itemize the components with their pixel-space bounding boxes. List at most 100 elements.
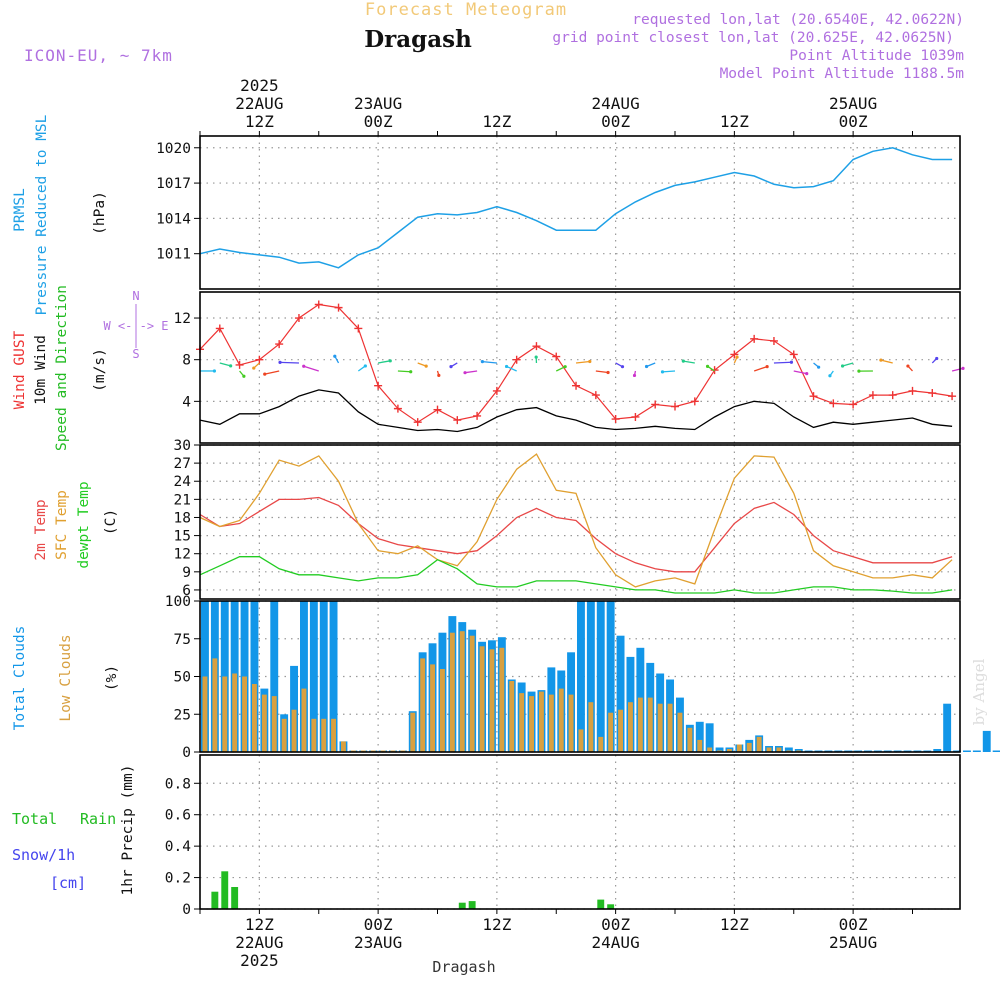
y-tick-label: 1014 <box>156 211 191 227</box>
y-tick-label: 4 <box>182 394 191 410</box>
label-prmsl: PRMSL <box>12 188 28 232</box>
pressure-line <box>199 147 953 269</box>
precip-bar <box>597 899 605 909</box>
cloud-low-bar <box>410 712 416 752</box>
wind-arrow <box>753 365 768 372</box>
cloud-low-bar <box>469 635 475 752</box>
label-cm: [cm] <box>50 874 86 892</box>
y-tick-label: 1011 <box>156 247 191 263</box>
wind-arrow <box>397 370 411 373</box>
gust-marker <box>572 381 581 390</box>
cloud-low-bar <box>529 696 534 752</box>
wind-arrow <box>880 359 893 364</box>
temp-sfc-line <box>199 453 953 588</box>
cloud-low-bar <box>598 736 604 752</box>
cloud-total-bar <box>784 747 793 752</box>
wind-arrow-head <box>534 355 538 359</box>
x-label-bottom: 25AUG <box>829 933 877 952</box>
y-tick-label: 0 <box>182 745 191 761</box>
chart-title: Dragash <box>364 26 472 53</box>
wind-arrow-head <box>229 364 233 368</box>
gust-marker <box>888 391 897 400</box>
label-percent: (%) <box>104 665 120 691</box>
wind-arrow <box>773 361 792 364</box>
panel-frame <box>199 444 961 600</box>
y-tick-label: 50 <box>174 670 191 686</box>
cloud-total-bar <box>992 750 1000 752</box>
cloud-low-bar <box>459 631 465 752</box>
y-tick-label: 25 <box>174 707 191 723</box>
x-label-bottom: 00Z <box>839 915 868 934</box>
wind-arrow-head <box>212 369 216 373</box>
cloud-low-bar <box>301 688 307 752</box>
label-speed-direction: Speed and Direction <box>54 285 70 451</box>
model-label: ICON-EU, ~ 7km <box>24 46 173 65</box>
gust-marker <box>374 381 383 390</box>
cloud-low-bar <box>766 747 772 752</box>
label-10m-wind: 10m Wind <box>33 335 49 405</box>
axes-layer: 1011 1014 1017 1020 4 8 12 6 9 12 15 18 21 24 27 30 0 25 5… <box>156 76 913 970</box>
wind-arrow-head <box>660 370 665 374</box>
y-tick-label: 6 <box>182 583 191 599</box>
wind-arrow-head <box>879 358 883 362</box>
x-label-top: 2025 <box>240 76 279 95</box>
gust-marker <box>393 404 402 413</box>
wind-arrow <box>683 360 695 364</box>
gust-marker <box>591 391 600 400</box>
wind-arrow <box>662 370 676 373</box>
gust-marker <box>789 350 798 359</box>
label-snow-1h: Snow/1h <box>12 846 75 864</box>
wind-arrow <box>482 360 497 364</box>
x-label-top: 12Z <box>482 112 511 131</box>
wind-arrow-head <box>424 364 428 368</box>
cloud-low-bar <box>618 709 623 752</box>
cloud-low-bar <box>727 749 732 752</box>
y-tick-label: 75 <box>174 632 191 648</box>
gust-marker <box>255 355 264 364</box>
wind-arrow-head <box>805 372 809 376</box>
wind-arrow-head <box>252 366 256 370</box>
gust-marker <box>314 300 323 309</box>
wind-arrow <box>555 366 566 372</box>
cloud-low-bar <box>647 697 653 752</box>
gust-marker <box>413 418 422 427</box>
data-layer <box>196 147 1000 909</box>
gust-marker <box>492 386 501 395</box>
cloud-low-bar <box>736 744 742 752</box>
cloud-total-bar <box>715 747 724 752</box>
wind-arrow <box>219 362 231 367</box>
cloud-low-bar <box>271 696 277 752</box>
frame-layer <box>199 135 961 910</box>
chart-subtitle: Forecast Meteogram <box>365 0 567 20</box>
y-tick-label: 24 <box>174 474 192 490</box>
y-tick-label: 30 <box>174 438 191 454</box>
x-label-bottom: 23AUG <box>354 933 402 952</box>
label-pressure-msl: Pressure Reduced to MSL <box>34 114 50 315</box>
cloud-total-bar <box>319 601 328 752</box>
y-tick-label: 1017 <box>156 176 191 192</box>
cloud-low-bar <box>707 747 713 752</box>
gust-marker <box>710 366 719 375</box>
precip-bar <box>221 871 229 909</box>
wind-arrow-head <box>333 354 337 358</box>
label-2m-temp: 2m Temp <box>33 499 49 560</box>
cloud-low-bar <box>430 664 435 752</box>
cloud-low-bar <box>222 676 228 752</box>
cloud-total-bar <box>695 721 704 752</box>
cloud-low-bar <box>232 673 238 752</box>
precip-bar <box>231 887 239 909</box>
cloud-low-bar <box>657 703 663 752</box>
grid-layer <box>200 136 960 910</box>
gust-marker <box>868 391 877 400</box>
wind-arrow-head <box>735 355 739 359</box>
cloud-low-bar <box>677 712 683 752</box>
wind-arrow-head <box>765 365 769 369</box>
x-label-bottom: 12Z <box>720 915 749 934</box>
label-1hr-precip: 1hr Precip (mm) <box>120 765 136 896</box>
wind-arrow-head <box>632 373 637 378</box>
label-low-clouds: Low Clouds <box>58 634 74 721</box>
cloud-total-bar <box>577 601 585 752</box>
gust-marker <box>552 352 561 361</box>
label-hpa: (hPa) <box>92 191 108 235</box>
wind-arrow-head <box>278 360 282 364</box>
